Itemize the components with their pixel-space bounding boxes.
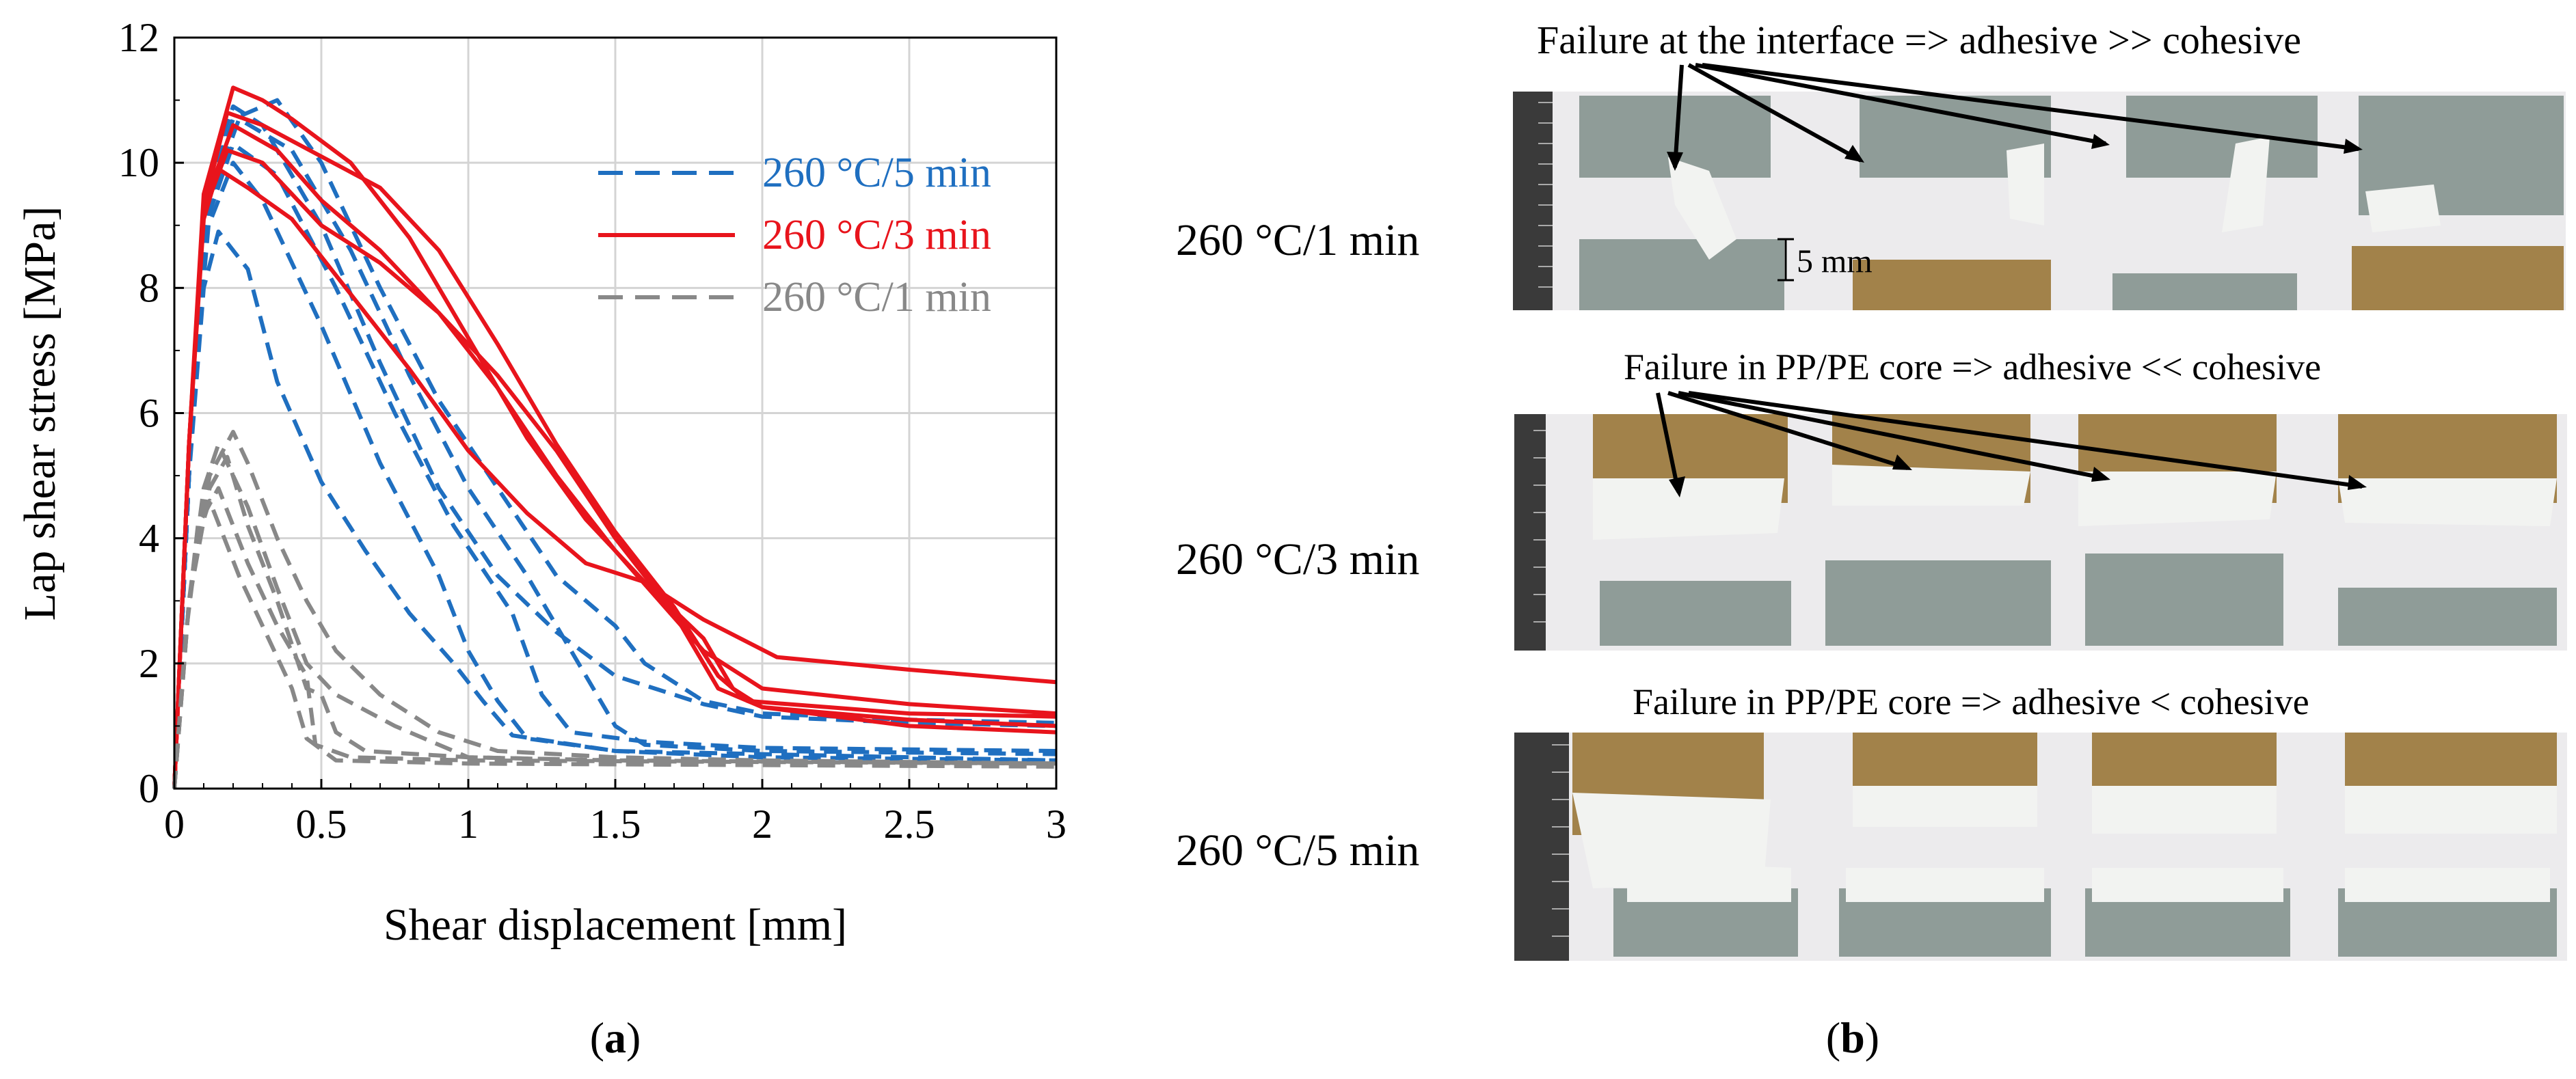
legend-label: 260 °C/5 min bbox=[762, 150, 991, 196]
x-tick-label: 2 bbox=[752, 802, 773, 847]
ruler bbox=[1513, 92, 1553, 310]
x-tick-label: 0.5 bbox=[296, 802, 347, 847]
caption-1min: Failure at the interface => adhesive >> … bbox=[1537, 18, 2301, 62]
gold-adherend bbox=[2352, 246, 2564, 310]
y-tick-label: 2 bbox=[139, 641, 159, 686]
x-tick-label: 2.5 bbox=[884, 802, 935, 847]
residue bbox=[2092, 868, 2283, 902]
grey-adherend bbox=[2338, 588, 2557, 646]
y-tick-label: 0 bbox=[139, 766, 159, 811]
grey-adherend bbox=[1825, 560, 2051, 646]
scale-bar bbox=[1777, 238, 1794, 282]
panel-b-label: (b) bbox=[1826, 1013, 1879, 1062]
row-label-5min: 260 °C/5 min bbox=[1176, 825, 1419, 875]
series-line bbox=[172, 104, 1057, 789]
grey-adherend bbox=[1579, 239, 1784, 310]
caption-5min: Failure in PP/PE core => adhesive < cohe… bbox=[1633, 681, 2309, 722]
residue bbox=[2345, 868, 2550, 902]
y-tick-label: 12 bbox=[118, 15, 159, 60]
residue bbox=[1572, 793, 1771, 888]
residue bbox=[2078, 472, 2277, 526]
failure-photos-panel: 260 °C/1 min 260 °C/3 min 260 °C/5 min F… bbox=[1176, 18, 2567, 961]
scale-label: 5 mm bbox=[1797, 243, 1873, 279]
y-axis-label: Lap shear stress [MPa] bbox=[15, 206, 65, 621]
ruler bbox=[1514, 733, 1569, 961]
grey-adherend bbox=[2126, 96, 2318, 178]
arrow-heads bbox=[1667, 134, 2363, 171]
residue bbox=[1668, 157, 1736, 260]
residue bbox=[2007, 144, 2044, 226]
series-line bbox=[172, 141, 1057, 789]
series-line bbox=[172, 498, 1057, 789]
chart-series bbox=[172, 85, 1057, 789]
legend-label: 260 °C/1 min bbox=[762, 274, 991, 320]
caption-3min: Failure in PP/PE core => adhesive << coh… bbox=[1624, 346, 2321, 387]
row-label-3min: 260 °C/3 min bbox=[1176, 534, 1419, 584]
series-line bbox=[172, 123, 1057, 789]
residue bbox=[1846, 868, 2044, 902]
series-line bbox=[172, 430, 1057, 789]
series-line bbox=[172, 167, 1057, 789]
ruler-ticks bbox=[1552, 744, 1569, 937]
arrow-heads bbox=[1669, 454, 2367, 497]
x-tick-label: 1.5 bbox=[590, 802, 641, 847]
panel-a-label: (a) bbox=[590, 1013, 641, 1062]
gold-adherend bbox=[1853, 260, 2051, 310]
row-label-1min: 260 °C/1 min bbox=[1176, 215, 1419, 265]
y-tick-label: 10 bbox=[118, 140, 159, 185]
residue bbox=[1593, 478, 1784, 540]
residue bbox=[2222, 137, 2270, 232]
chart-legend: 260 °C/5 min 260 °C/3 min 260 °C/1 min bbox=[598, 150, 991, 320]
x-tick-label: 0 bbox=[164, 802, 185, 847]
residue bbox=[2338, 478, 2557, 526]
photo-3min bbox=[1514, 391, 2567, 651]
grey-adherend bbox=[2112, 273, 2297, 310]
grey-adherend bbox=[1600, 581, 1791, 646]
photo-1min: 5 mm bbox=[1513, 63, 2566, 310]
residue bbox=[1853, 786, 2037, 827]
chart-grid bbox=[174, 38, 1056, 789]
x-axis-label: Shear displacement [mm] bbox=[384, 900, 847, 950]
annotation-arrows bbox=[1656, 391, 2363, 493]
x-tick-label: 1 bbox=[458, 802, 479, 847]
ruler-ticks bbox=[1538, 102, 1553, 288]
ruler-ticks bbox=[1533, 430, 1546, 623]
residue bbox=[2092, 786, 2277, 834]
residue bbox=[2345, 786, 2557, 834]
y-tick-label: 6 bbox=[139, 391, 159, 436]
residue bbox=[1627, 861, 1791, 902]
ruler bbox=[1514, 414, 1546, 651]
legend-label: 260 °C/3 min bbox=[762, 212, 991, 258]
grey-adherend bbox=[2085, 554, 2283, 646]
x-tick-label: 3 bbox=[1046, 802, 1066, 847]
y-tick-label: 4 bbox=[139, 516, 159, 561]
residue bbox=[2365, 185, 2441, 232]
annotation-arrows bbox=[1673, 63, 2359, 168]
photo-5min bbox=[1514, 733, 2567, 961]
chart-ticks: 0 0.5 1 1.5 2 2.5 3 0 2 4 6 8 10 12 bbox=[118, 15, 1066, 847]
y-tick-label: 8 bbox=[139, 265, 159, 310]
residue bbox=[1832, 465, 2030, 506]
